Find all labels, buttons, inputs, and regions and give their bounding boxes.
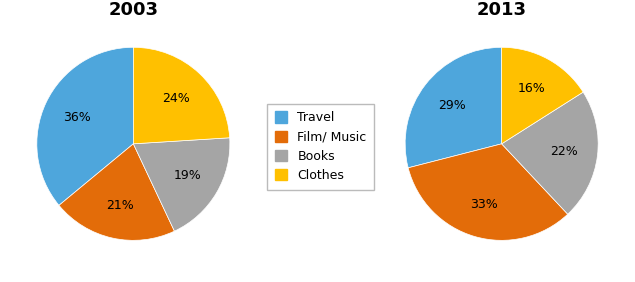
Wedge shape bbox=[405, 47, 502, 168]
Wedge shape bbox=[133, 138, 230, 231]
Wedge shape bbox=[37, 47, 133, 205]
Text: 22%: 22% bbox=[550, 145, 578, 158]
Title: 2003: 2003 bbox=[109, 1, 158, 19]
Text: 21%: 21% bbox=[106, 199, 133, 212]
Legend: Travel, Film/ Music, Books, Clothes: Travel, Film/ Music, Books, Clothes bbox=[267, 104, 374, 190]
Wedge shape bbox=[502, 92, 598, 214]
Text: 36%: 36% bbox=[63, 111, 90, 124]
Title: 2013: 2013 bbox=[477, 1, 526, 19]
Wedge shape bbox=[133, 47, 230, 144]
Wedge shape bbox=[59, 144, 175, 240]
Text: 19%: 19% bbox=[173, 169, 201, 182]
Wedge shape bbox=[502, 47, 583, 144]
Text: 16%: 16% bbox=[518, 82, 545, 95]
Text: 33%: 33% bbox=[471, 198, 498, 211]
Wedge shape bbox=[408, 144, 568, 240]
Text: 29%: 29% bbox=[438, 99, 466, 112]
Text: 24%: 24% bbox=[163, 92, 190, 105]
